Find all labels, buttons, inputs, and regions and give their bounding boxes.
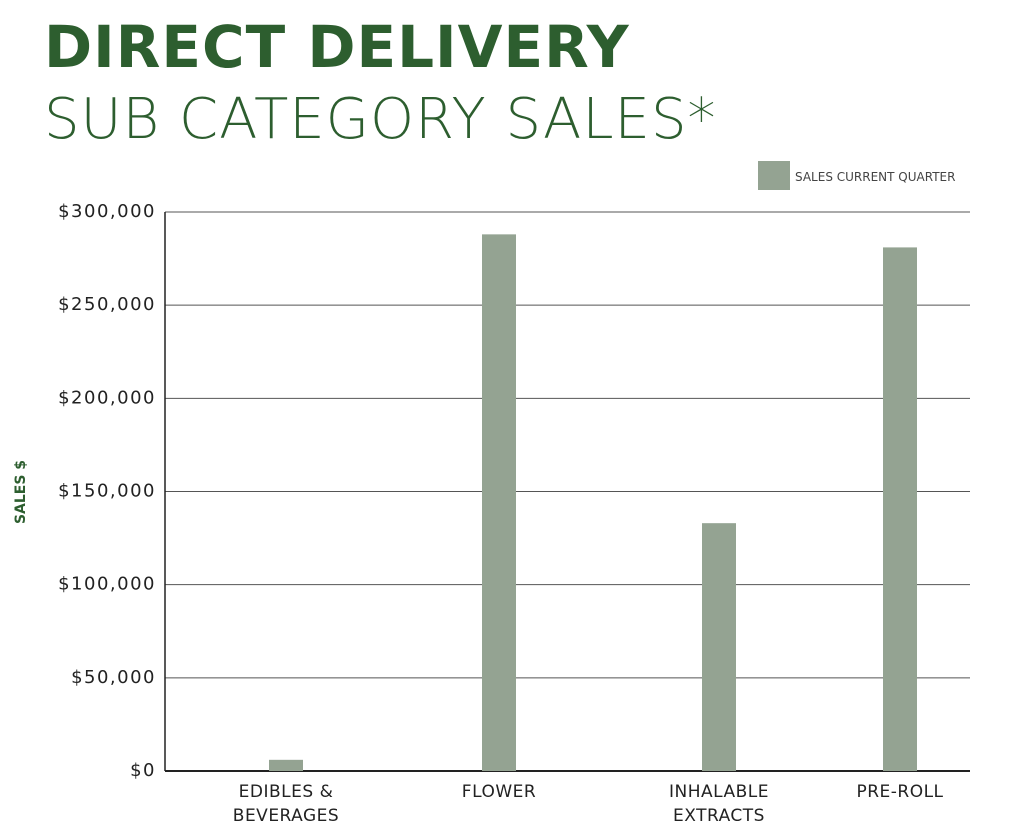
y-tick-label: $150,000 [58, 481, 156, 502]
y-tick-label: $250,000 [58, 294, 156, 315]
x-tick-label: FLOWER [461, 782, 537, 802]
x-tick-label: INHALABLE EXTRACTS [668, 782, 769, 826]
legend-swatch [758, 161, 790, 190]
bar [883, 247, 917, 772]
y-axis-label: SALES $ [13, 460, 29, 524]
chart-subtitle: SUB CATEGORY SALES* [44, 87, 717, 152]
chart-title: DIRECT DELIVERY [44, 13, 630, 81]
bar [702, 523, 736, 771]
y-tick-label: $200,000 [58, 387, 156, 408]
legend-label: SALES CURRENT QUARTER [795, 170, 955, 184]
y-tick-label: $100,000 [58, 574, 156, 595]
bar [482, 234, 516, 772]
bar [269, 759, 303, 771]
x-tick-label: PRE-ROLL [856, 782, 944, 802]
y-tick-label: $300,000 [58, 201, 156, 222]
y-tick-label: $50,000 [71, 667, 156, 688]
x-tick-label: EDIBLES & BEVERAGES [232, 782, 340, 826]
y-tick-label: $0 [130, 760, 156, 781]
